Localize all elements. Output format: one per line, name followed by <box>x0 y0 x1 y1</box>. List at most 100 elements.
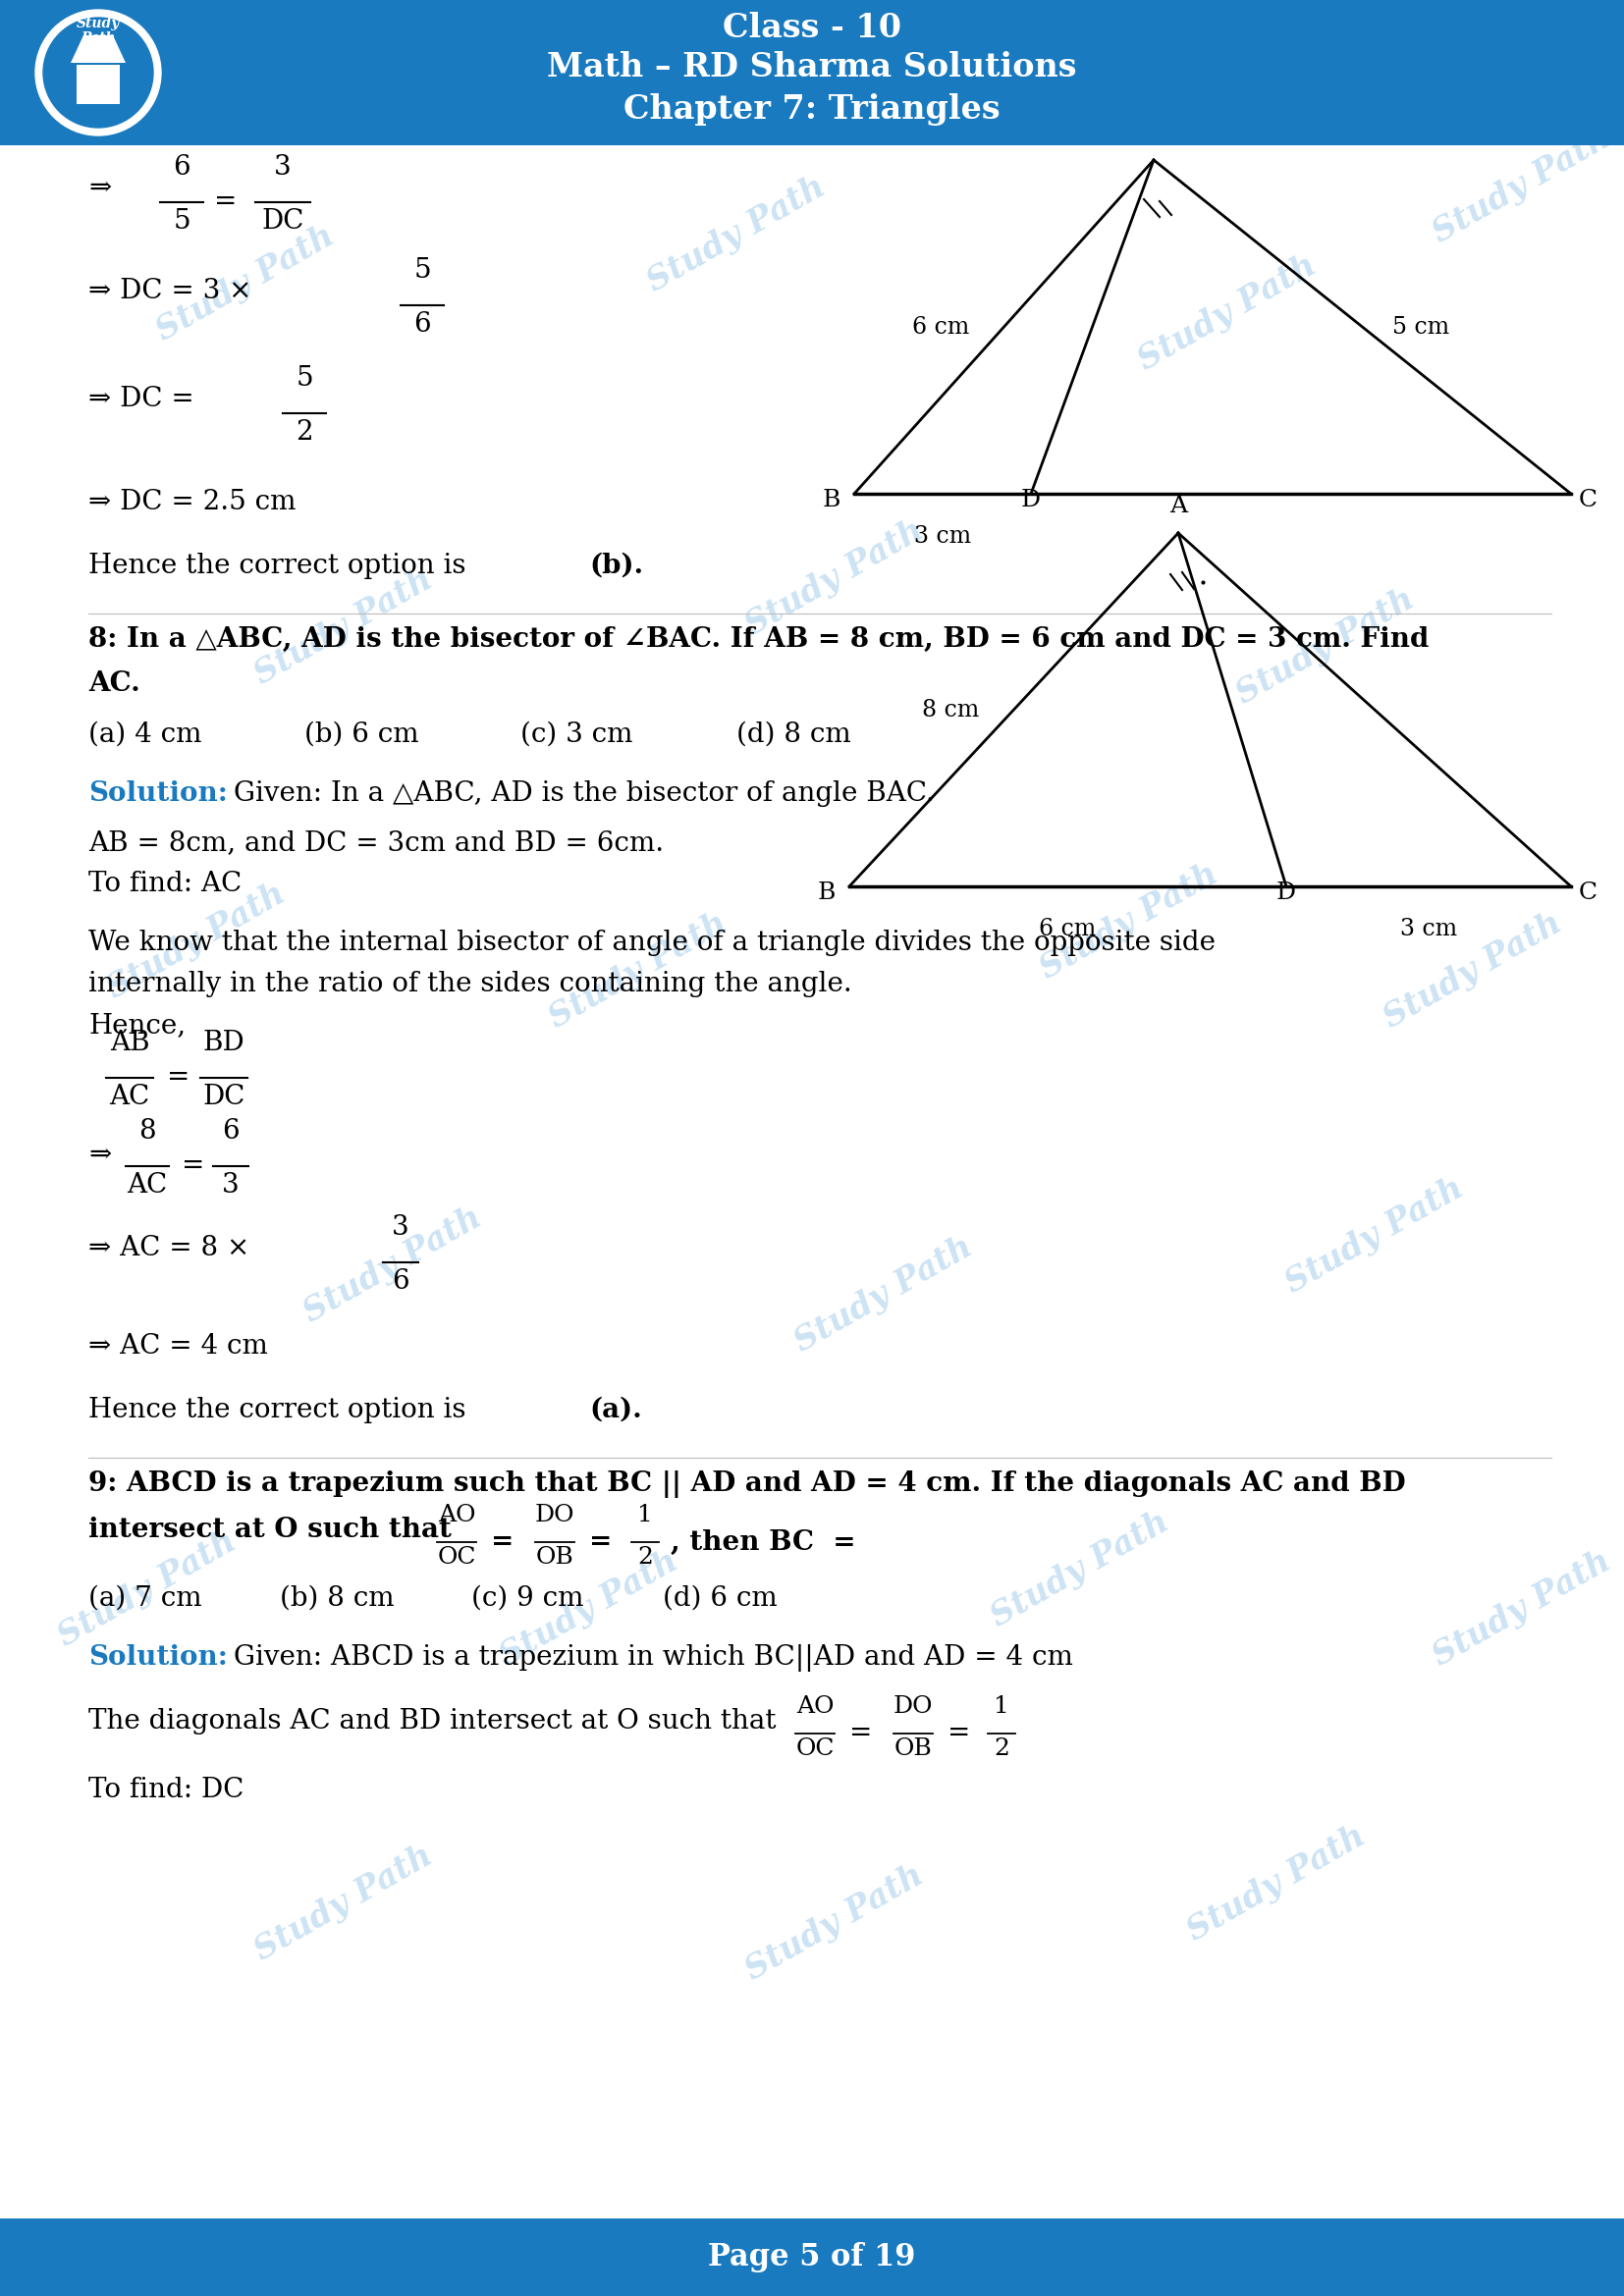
Text: BD: BD <box>203 1029 245 1056</box>
Text: 2: 2 <box>637 1545 653 1568</box>
Text: We know that the internal bisector of angle of a triangle divides the opposite s: We know that the internal bisector of an… <box>88 930 1215 955</box>
Text: Hence the correct option is: Hence the correct option is <box>88 553 474 579</box>
Text: =: = <box>590 1529 612 1554</box>
Circle shape <box>36 9 161 135</box>
Text: Given: ABCD is a trapezium in which BC||AD and AD = 4 cm: Given: ABCD is a trapezium in which BC||… <box>234 1644 1073 1671</box>
Text: Study Path: Study Path <box>544 907 732 1035</box>
Text: D: D <box>1021 489 1041 512</box>
Text: DO: DO <box>534 1504 575 1527</box>
Text: Given: In a △ABC, AD is the bisector of angle BAC.: Given: In a △ABC, AD is the bisector of … <box>234 781 934 806</box>
Text: 3 cm: 3 cm <box>914 526 971 549</box>
Text: Study Path: Study Path <box>248 563 438 691</box>
Text: OC: OC <box>437 1545 476 1568</box>
Text: OB: OB <box>895 1738 932 1761</box>
Text: Study Path: Study Path <box>52 1525 242 1653</box>
Text: 8 cm: 8 cm <box>922 698 979 721</box>
Text: Study Path: Study Path <box>248 1839 438 1968</box>
Text: Solution:: Solution: <box>88 1644 227 1671</box>
Polygon shape <box>76 64 120 103</box>
Text: (d) 6 cm: (d) 6 cm <box>663 1584 778 1612</box>
Text: The diagonals AC and BD intersect at O such that: The diagonals AC and BD intersect at O s… <box>88 1708 784 1733</box>
Text: Study Path: Study Path <box>1427 1545 1616 1674</box>
Text: AO: AO <box>437 1504 476 1527</box>
Text: 8: In a △ABC, AD is the bisector of ∠BAC. If AB = 8 cm, BD = 6 cm and DC = 3 cm.: 8: In a △ABC, AD is the bisector of ∠BAC… <box>88 627 1429 652</box>
Text: (b) 8 cm: (b) 8 cm <box>279 1584 395 1612</box>
Text: Study Path: Study Path <box>494 1545 684 1674</box>
Circle shape <box>44 18 153 129</box>
Polygon shape <box>71 34 125 62</box>
Text: A: A <box>1145 119 1163 142</box>
Text: 1: 1 <box>637 1504 653 1527</box>
Bar <box>0 0 1624 145</box>
Text: Study Path: Study Path <box>641 170 831 298</box>
Text: (b).: (b). <box>590 553 643 579</box>
Text: Study Path: Study Path <box>102 877 291 1006</box>
Text: 6: 6 <box>222 1118 239 1146</box>
Text: To find: DC: To find: DC <box>88 1777 244 1802</box>
Text: AO: AO <box>796 1694 833 1717</box>
Text: 2: 2 <box>994 1738 1009 1761</box>
Text: DC: DC <box>203 1084 245 1111</box>
Text: Study Path: Study Path <box>1132 250 1322 377</box>
Text: =: = <box>947 1720 971 1747</box>
Text: Study Path: Study Path <box>741 1860 929 1986</box>
Text: intersect at O such that: intersect at O such that <box>88 1518 461 1543</box>
Text: 6: 6 <box>391 1267 409 1295</box>
Text: , then BC  =: , then BC = <box>671 1529 856 1554</box>
Text: AB = 8cm, and DC = 3cm and BD = 6cm.: AB = 8cm, and DC = 3cm and BD = 6cm. <box>88 829 664 856</box>
Text: Study Path: Study Path <box>789 1231 978 1359</box>
Text: Page 5 of 19: Page 5 of 19 <box>708 2241 916 2273</box>
Text: Study Path: Study Path <box>1280 1171 1470 1300</box>
Text: 5: 5 <box>414 257 430 285</box>
Text: (a).: (a). <box>590 1396 641 1424</box>
Text: Chapter 7: Triangles: Chapter 7: Triangles <box>624 94 1000 126</box>
Text: Study Path: Study Path <box>299 1201 487 1329</box>
Text: 5 cm: 5 cm <box>1392 315 1449 338</box>
Text: DC: DC <box>261 209 304 234</box>
Text: (c) 3 cm: (c) 3 cm <box>520 721 633 748</box>
Bar <box>0 2218 1624 2296</box>
Text: ⇒ AC = 8 ×: ⇒ AC = 8 × <box>88 1235 250 1261</box>
Text: 1: 1 <box>994 1694 1009 1717</box>
Text: =: = <box>849 1720 872 1747</box>
Text: Study Path: Study Path <box>1427 122 1616 250</box>
Text: 5: 5 <box>174 209 190 234</box>
Text: =: = <box>182 1153 205 1180</box>
Text: D: D <box>1276 882 1296 905</box>
Text: B: B <box>822 489 841 512</box>
Text: Study Path: Study Path <box>986 1506 1174 1632</box>
Text: DO: DO <box>893 1694 934 1717</box>
Text: 3: 3 <box>274 154 291 181</box>
Text: 3: 3 <box>222 1171 239 1199</box>
Text: ⇒: ⇒ <box>88 174 110 202</box>
Text: To find: AC: To find: AC <box>88 870 242 898</box>
Text: AC: AC <box>109 1084 149 1111</box>
Text: C: C <box>1579 489 1598 512</box>
Text: Solution:: Solution: <box>88 781 227 806</box>
Text: (d) 8 cm: (d) 8 cm <box>736 721 851 748</box>
Text: 3: 3 <box>391 1215 409 1240</box>
Text: OB: OB <box>536 1545 573 1568</box>
Text: 8: 8 <box>138 1118 156 1146</box>
Text: internally in the ratio of the sides containing the angle.: internally in the ratio of the sides con… <box>88 971 853 996</box>
Text: OC: OC <box>796 1738 835 1761</box>
Text: Math – RD Sharma Solutions: Math – RD Sharma Solutions <box>547 51 1077 83</box>
Text: ⇒ AC = 4 cm: ⇒ AC = 4 cm <box>88 1334 268 1359</box>
Text: 6: 6 <box>174 154 190 181</box>
Text: ⇒: ⇒ <box>88 1141 110 1169</box>
Text: ⇒ DC =: ⇒ DC = <box>88 386 195 413</box>
Text: Path: Path <box>81 32 115 46</box>
Text: =: = <box>214 188 237 216</box>
Text: Study Path: Study Path <box>1182 1821 1371 1947</box>
Text: ⇒ DC = 3 ×: ⇒ DC = 3 × <box>88 278 252 305</box>
Text: 6 cm: 6 cm <box>1039 918 1096 941</box>
Text: B: B <box>817 882 836 905</box>
Text: 5: 5 <box>296 365 313 393</box>
Text: (a) 4 cm: (a) 4 cm <box>88 721 201 748</box>
Text: Hence,: Hence, <box>88 1013 185 1038</box>
Text: A: A <box>1169 494 1187 517</box>
Text: =: = <box>167 1065 190 1091</box>
Text: 9: ABCD is a trapezium such that BC || AD and AD = 4 cm. If the diagonals AC and: 9: ABCD is a trapezium such that BC || A… <box>88 1469 1406 1497</box>
Text: 6: 6 <box>414 312 430 338</box>
Text: C: C <box>1579 882 1598 905</box>
